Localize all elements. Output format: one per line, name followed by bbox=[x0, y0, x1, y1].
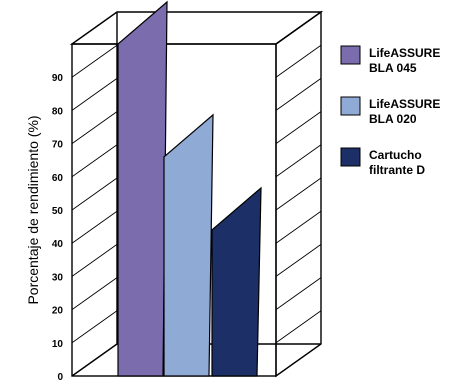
y-tick-label: 30 bbox=[52, 272, 64, 283]
gridline-right-60 bbox=[275, 144, 322, 178]
box-floor-left-edge bbox=[71, 343, 118, 377]
legend-label: Cartucho bbox=[369, 148, 422, 162]
bar-2 bbox=[163, 113, 214, 377]
y-tick-label: 10 bbox=[52, 339, 64, 350]
gridlines bbox=[71, 44, 322, 344]
gridline-left-60 bbox=[71, 144, 118, 178]
gridline-left-30 bbox=[71, 244, 118, 277]
legend-swatch-1 bbox=[340, 45, 361, 65]
gridline-left-90 bbox=[71, 44, 118, 78]
gridline-left-20 bbox=[71, 277, 118, 310]
legend-label: LifeASSURE bbox=[369, 97, 440, 111]
gridline-left-10 bbox=[71, 310, 118, 344]
gridline-right-80 bbox=[275, 78, 322, 111]
y-tick-label: 0 bbox=[57, 372, 63, 381]
legend-swatch-2 bbox=[340, 96, 361, 116]
gridline-right-50 bbox=[275, 177, 322, 211]
legend-label: BLA 045 bbox=[369, 61, 417, 75]
y-axis-ticks: 0 10 20 30 40 50 60 70 80 90 bbox=[52, 73, 64, 381]
y-tick-label: 80 bbox=[52, 106, 64, 117]
bar-1 bbox=[117, 0, 168, 377]
y-tick-label: 90 bbox=[52, 73, 64, 84]
y-tick-label: 40 bbox=[52, 239, 64, 250]
gridline-right-20 bbox=[275, 277, 322, 310]
bars bbox=[117, 0, 262, 377]
y-tick-label: 70 bbox=[52, 140, 64, 151]
y-tick-label: 50 bbox=[52, 206, 64, 217]
legend-label: LifeASSURE bbox=[369, 46, 440, 60]
gridline-right-40 bbox=[275, 210, 322, 244]
legend-label: filtrante D bbox=[369, 163, 425, 177]
y-tick-label: 20 bbox=[52, 306, 64, 317]
y-tick-label: 60 bbox=[52, 173, 64, 184]
gridline-left-40 bbox=[71, 210, 118, 244]
gridline-left-70 bbox=[71, 111, 118, 144]
bar-3 bbox=[211, 186, 262, 377]
gridline-right-90 bbox=[275, 44, 322, 78]
gridline-right-10 bbox=[275, 310, 322, 344]
gridline-left-80 bbox=[71, 78, 118, 111]
gridline-right-30 bbox=[275, 244, 322, 277]
legend-label: BLA 020 bbox=[369, 112, 417, 126]
y-axis-label: Porcentaje de rendimiento (%) bbox=[25, 115, 41, 304]
gridline-left-50 bbox=[71, 177, 118, 211]
legend-swatch-3 bbox=[340, 147, 361, 167]
gridline-right-70 bbox=[275, 111, 322, 144]
